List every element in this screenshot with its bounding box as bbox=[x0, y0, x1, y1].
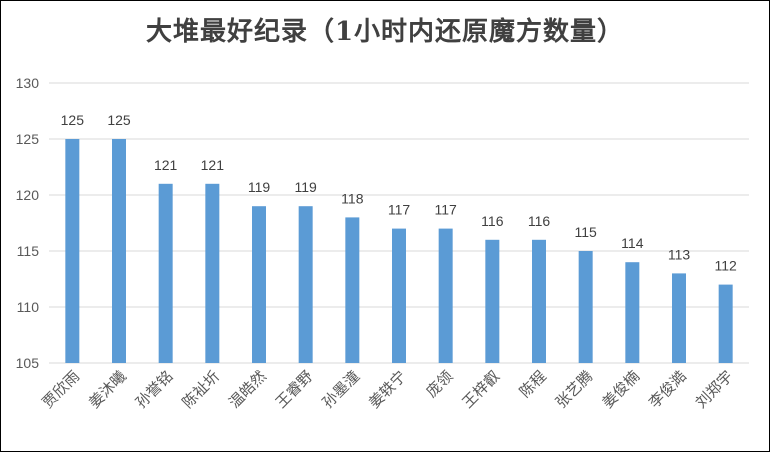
bar-1 bbox=[112, 139, 126, 363]
bar-3 bbox=[205, 183, 220, 363]
data-label-14: 112 bbox=[715, 258, 738, 274]
bar-13 bbox=[672, 273, 686, 363]
x-axis-categories: 贾欣雨 姜沐曦 孙誉铭 陈祉圻 温皓然 王睿野 孙墨潼 姜轶宁 庞领 王梓叡 陈程 张艺腾 姜俊楠 李俊澔… bbox=[39, 367, 737, 412]
data-label-11: 115 bbox=[575, 224, 598, 240]
category-label-7: 姜轶宁 bbox=[365, 367, 410, 412]
data-label-5: 119 bbox=[295, 179, 318, 195]
bar-12 bbox=[625, 262, 640, 363]
bar-2 bbox=[158, 183, 173, 363]
data-label-0: 125 bbox=[61, 112, 85, 128]
category-label-13: 李俊澔 bbox=[645, 367, 690, 412]
bar-7 bbox=[392, 228, 406, 363]
category-label-1: 姜沐曦 bbox=[85, 367, 130, 412]
data-label-13: 113 bbox=[668, 246, 691, 262]
data-label-3: 121 bbox=[201, 157, 225, 173]
category-label-8: 庞领 bbox=[423, 367, 457, 401]
data-labels: 125 125 121 121 119 119 118 117 117 116 116 115 114 1… bbox=[61, 112, 737, 274]
y-axis-ticks: 105 110 115 120 125 130 bbox=[16, 75, 40, 371]
bar-10 bbox=[532, 239, 546, 363]
data-label-1: 125 bbox=[107, 112, 131, 128]
data-label-12: 114 bbox=[621, 235, 644, 251]
category-label-12: 姜俊楠 bbox=[599, 367, 644, 412]
category-label-5: 王睿野 bbox=[272, 367, 317, 412]
bar-4 bbox=[252, 206, 266, 363]
bar-0 bbox=[65, 139, 80, 363]
bars bbox=[65, 139, 733, 363]
data-label-10: 116 bbox=[528, 213, 551, 229]
data-label-9: 116 bbox=[481, 213, 504, 229]
y-tick-label: 130 bbox=[16, 75, 40, 91]
y-tick-label: 115 bbox=[17, 243, 40, 259]
chart-title: 大堆最好纪录（1小时内还原魔方数量） bbox=[145, 17, 625, 47]
y-tick-label: 110 bbox=[17, 299, 40, 315]
bar-6 bbox=[345, 217, 360, 363]
category-label-2: 孙誉铭 bbox=[132, 367, 177, 412]
category-label-3: 陈祉圻 bbox=[179, 367, 224, 412]
bar-5 bbox=[298, 206, 313, 363]
bar-11 bbox=[578, 251, 593, 363]
y-tick-label: 105 bbox=[16, 355, 40, 371]
bar-8 bbox=[438, 228, 453, 363]
bar-9 bbox=[485, 239, 500, 363]
data-label-7: 117 bbox=[388, 202, 411, 218]
y-tick-label: 120 bbox=[16, 187, 40, 203]
category-label-0: 贾欣雨 bbox=[39, 367, 84, 412]
data-label-6: 118 bbox=[341, 190, 364, 206]
category-label-6: 孙墨潼 bbox=[319, 367, 364, 412]
category-label-14: 刘郑宇 bbox=[692, 367, 737, 412]
category-label-4: 温皓然 bbox=[225, 367, 270, 412]
bar-14 bbox=[718, 284, 733, 363]
data-label-8: 117 bbox=[435, 202, 458, 218]
category-label-9: 王梓叡 bbox=[459, 367, 504, 412]
y-tick-label: 125 bbox=[16, 131, 40, 147]
category-label-11: 张艺腾 bbox=[552, 367, 597, 412]
data-label-2: 121 bbox=[154, 157, 178, 173]
data-label-4: 119 bbox=[248, 179, 271, 195]
category-label-10: 陈程 bbox=[516, 367, 550, 401]
